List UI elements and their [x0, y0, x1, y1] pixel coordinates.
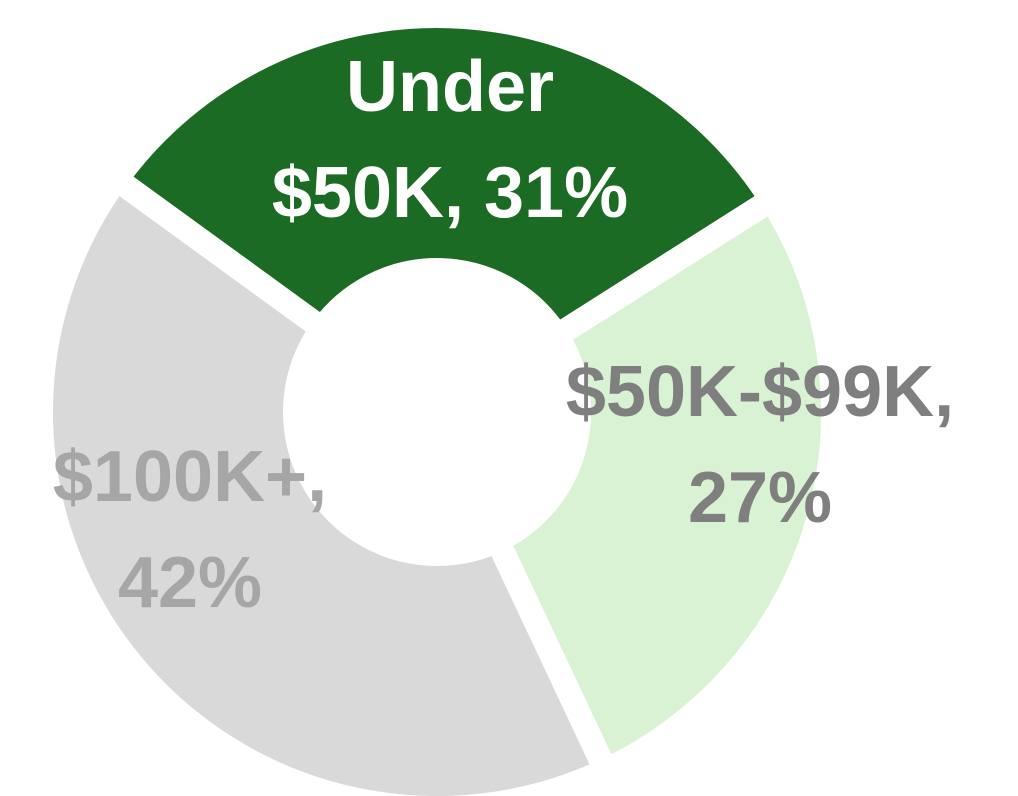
donut-slice: [99, 4, 788, 353]
donut-slice: [29, 162, 622, 796]
donut-slice: [481, 183, 845, 787]
data-label: $50K-$99K, 27%: [565, 352, 955, 538]
data-label: $100K+, 42%: [52, 437, 328, 623]
data-label: Under $50K, 31%: [271, 47, 629, 233]
